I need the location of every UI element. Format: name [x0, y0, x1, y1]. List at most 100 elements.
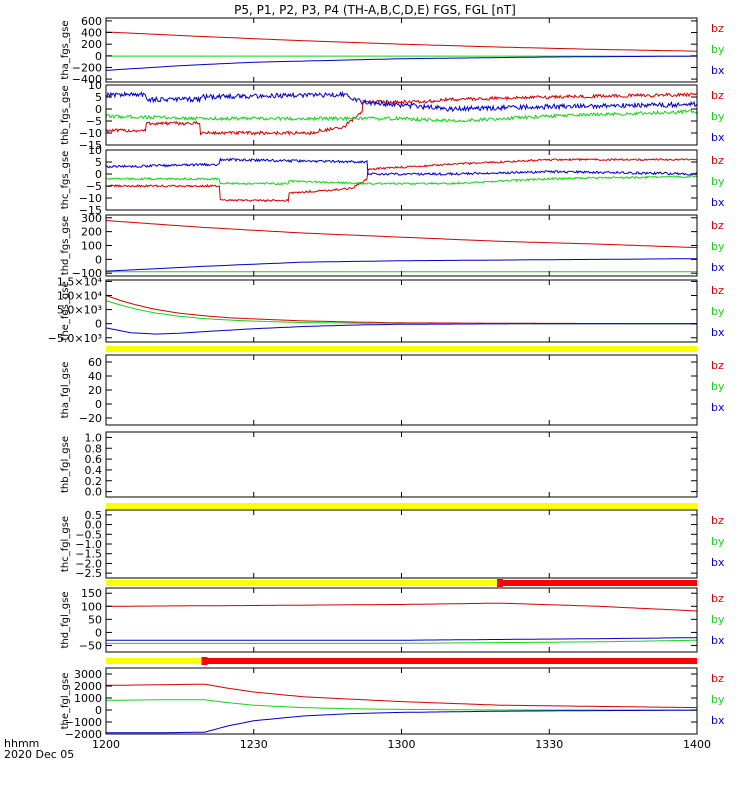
flag-bar-yellow — [106, 658, 205, 664]
traces-the_fgs_gse — [106, 295, 697, 335]
legend-bx: bx — [711, 131, 725, 144]
y-tick-label: 0 — [95, 253, 102, 266]
panel-thc_fgl_gse: 0.50.0−0.5−1.0−1.5−2.0−2.5 thc_fgl_gse bz b… — [60, 509, 725, 580]
legend-by: by — [711, 613, 725, 626]
legend-bx: bx — [711, 714, 725, 727]
y-tick-label: 0 — [95, 398, 102, 411]
traces-thc_fgs_gse — [106, 157, 697, 203]
y-tick-label: 1.0×10⁴ — [57, 290, 103, 303]
y-tick-label: 100 — [81, 240, 102, 253]
y-tick-label: −200 — [72, 61, 102, 74]
y-tick-label: −2.0 — [75, 557, 102, 570]
series-by-thc_fgs_gse — [106, 175, 697, 186]
panel-thb_fgl_gse: 1.00.80.60.40.20.0 thb_fgl_gse — [60, 431, 698, 499]
series-bx-thc_fgs_gse — [106, 157, 697, 177]
y-tick-label: 0.4 — [85, 464, 103, 477]
y-tick-label: 0.0 — [85, 519, 103, 532]
y-tick-label: 0 — [95, 626, 102, 639]
y-tick-label: 0 — [95, 704, 102, 717]
flag-bar-red — [204, 658, 697, 664]
series-by-the_fgl_gse — [106, 699, 697, 711]
flag-bar-yellow — [106, 503, 697, 509]
panel-ylabel: thb_fgl_gse — [60, 436, 71, 493]
series-bz-thd_fgl_gse — [106, 602, 697, 612]
y-tick-label: −5 — [86, 180, 102, 193]
series-bx-thb_fgs_gse — [106, 90, 697, 113]
panel-ylabel: the_fgs_gse — [60, 281, 71, 340]
legend-bx: bx — [711, 634, 725, 647]
legend-by: by — [711, 693, 725, 706]
y-tick-label: 2000 — [74, 680, 102, 693]
panel-frame — [105, 587, 698, 653]
y-tick-label: −5.0×10³ — [48, 332, 102, 345]
y-tick-label: 300 — [81, 212, 102, 225]
series-bz-thb_fgs_gse — [106, 92, 697, 136]
x-tick-label: 1200 — [92, 738, 120, 751]
y-tick-label: −1.0 — [75, 538, 102, 551]
legend-by: by — [711, 240, 725, 253]
legend-bx: bx — [711, 196, 725, 209]
y-tick-label: 3000 — [74, 668, 102, 681]
y-tick-label: −100 — [72, 267, 102, 280]
flag-bar-yellow — [106, 580, 500, 586]
legend-bx: bx — [711, 326, 725, 339]
y-tick-label: −2000 — [65, 728, 102, 741]
y-tick-label: 0.6 — [85, 453, 103, 466]
series-bx-tha_fgs_gse — [106, 55, 697, 71]
legend-bz: bz — [711, 514, 724, 527]
y-tick-label: −5 — [86, 115, 102, 128]
legend-by: by — [711, 380, 725, 393]
panel-ylabel: thc_fgs_gse — [60, 151, 71, 210]
series-bz-the_fgs_gse — [106, 295, 697, 325]
y-tick-label: −10 — [79, 192, 102, 205]
traces-thb_fgs_gse — [106, 90, 697, 136]
y-tick-label: 0 — [95, 168, 102, 181]
series-bx-thd_fgs_gse — [106, 258, 697, 272]
y-tick-label: −15 — [79, 204, 102, 217]
x-tick-label: 1330 — [535, 738, 563, 751]
y-tick-label: 0 — [95, 103, 102, 116]
y-tick-label: 600 — [81, 15, 102, 28]
y-tick-label: 0.8 — [85, 442, 103, 455]
y-tick-label: −50 — [79, 639, 102, 652]
flag-bar-red — [500, 580, 697, 586]
y-tick-label: −20 — [79, 412, 102, 425]
y-tick-label: 0.2 — [85, 475, 103, 488]
panel-ylabel: tha_fgl_gse — [60, 362, 71, 419]
y-tick-label: −1.5 — [75, 548, 102, 561]
y-tick-label: 40 — [88, 370, 102, 383]
series-bx-the_fgs_gse — [106, 323, 697, 335]
legend-bz: bz — [711, 154, 724, 167]
legend-bz: bz — [711, 219, 724, 232]
legend-by: by — [711, 110, 725, 123]
figure-title: P5, P1, P2, P3, P4 (TH-A,B,C,D,E) FGS, F… — [234, 3, 516, 17]
series-bz-thc_fgs_gse — [106, 157, 697, 203]
legend-by: by — [711, 175, 725, 188]
panel-ylabel: thd_fgl_gse — [60, 592, 71, 649]
flag-bar-marker — [201, 657, 208, 665]
panel-frame — [105, 667, 698, 735]
series-by-the_fgs_gse — [106, 300, 697, 325]
panel-the_fgs_gse: 1.5×10⁴ 1.0×10⁴5.0×10³0−5.0×10³the_fgs_gs… — [48, 275, 725, 344]
date-label: 2020 Dec 05 — [4, 748, 74, 761]
y-tick-label: 1.0 — [85, 431, 103, 444]
legend-by: by — [711, 535, 725, 548]
legend-bz: bz — [711, 592, 724, 605]
legend-bz: bz — [711, 672, 724, 685]
panel-ylabel: thd_fgs_gse — [60, 216, 71, 275]
legend-bx: bx — [711, 556, 725, 569]
legend-bx: bx — [711, 401, 725, 414]
panel-ylabel: thc_fgl_gse — [60, 516, 71, 572]
traces-thd_fgl_gse — [106, 602, 697, 644]
y-tick-label: 100 — [81, 600, 102, 613]
y-tick-label: 5 — [95, 91, 102, 104]
y-tick-label: 60 — [88, 356, 102, 369]
